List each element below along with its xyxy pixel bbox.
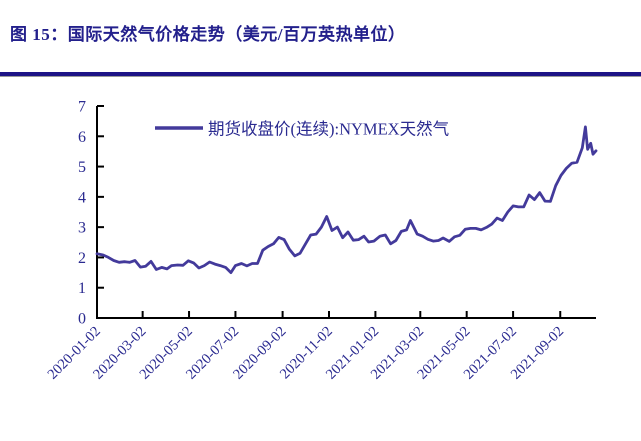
y-tick-label: 0 — [78, 311, 86, 328]
title-divider — [0, 72, 641, 77]
y-tick-label: 3 — [78, 220, 86, 237]
y-tick-label: 1 — [78, 280, 86, 297]
legend-label: 期货收盘价(连续):NYMEX天然气 — [208, 120, 449, 139]
y-tick-label: 6 — [78, 129, 86, 146]
y-tick-label: 4 — [78, 189, 86, 206]
figure-title: 图 15：国际天然气价格走势（美元/百万英热单位） — [10, 25, 406, 44]
y-tick-label: 7 — [78, 99, 86, 116]
price-series-line — [95, 125, 598, 275]
y-tick-label: 5 — [78, 159, 86, 176]
y-tick-label: 2 — [78, 250, 86, 267]
